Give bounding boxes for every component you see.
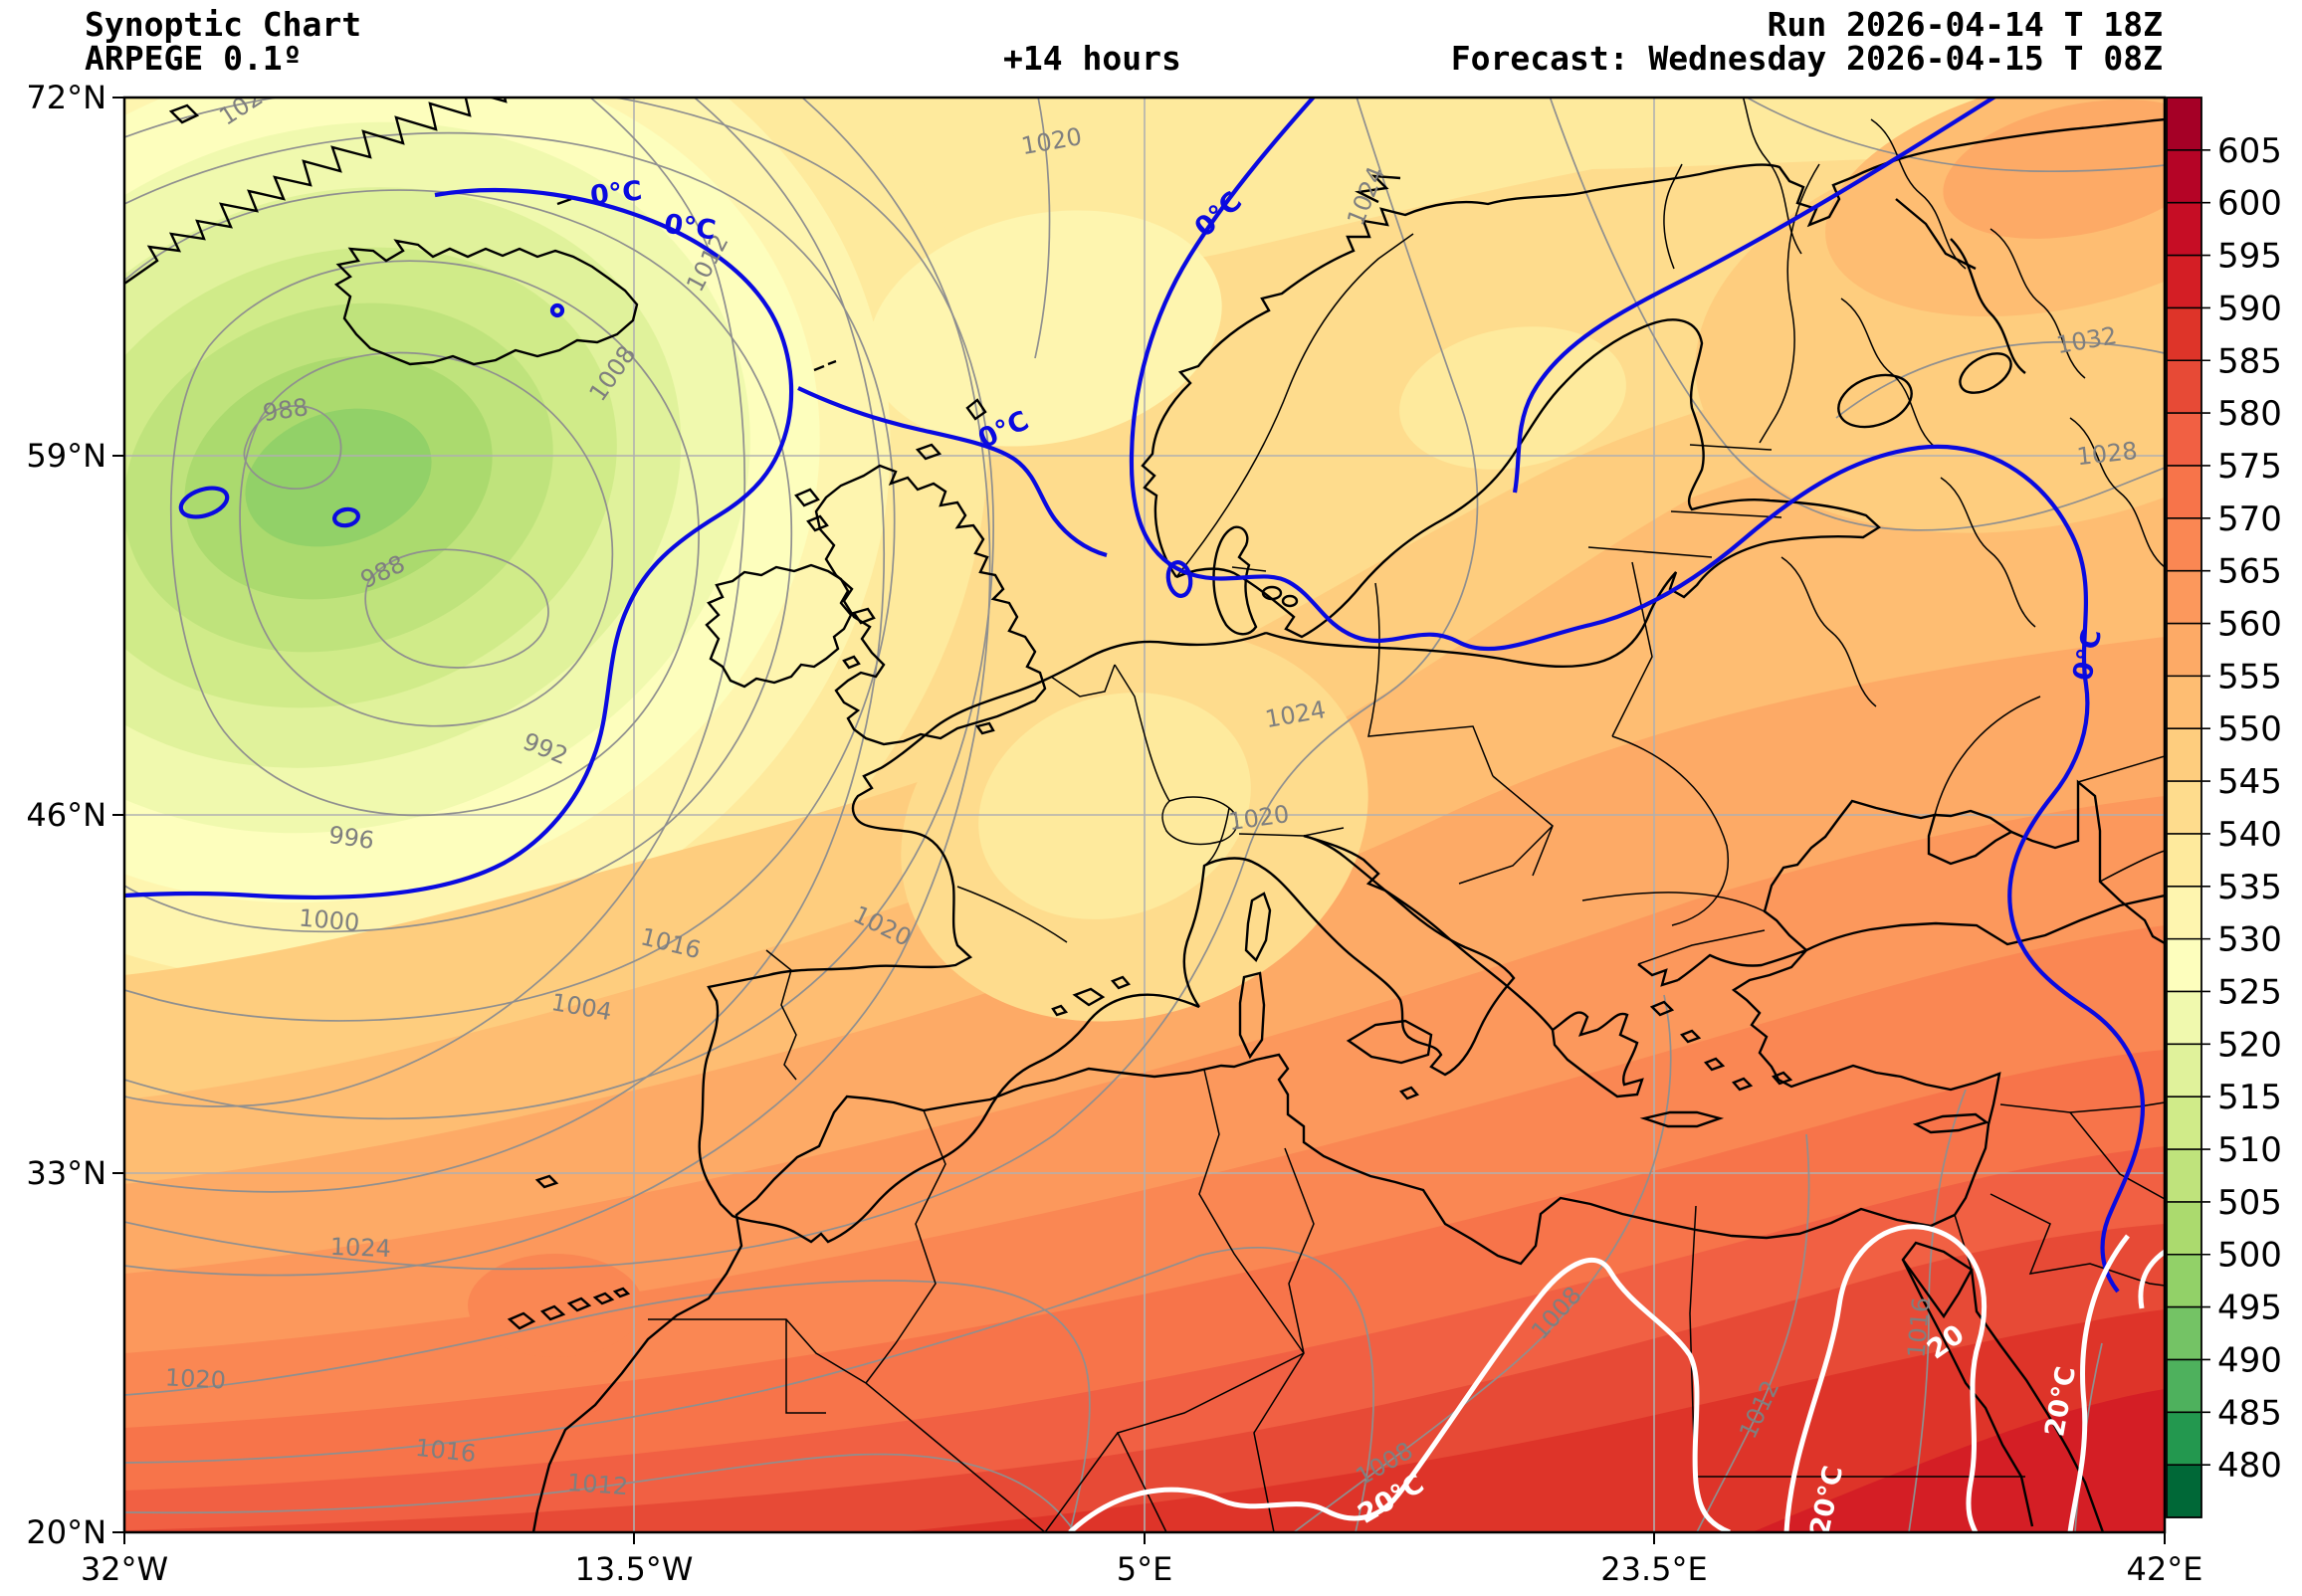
colorbar: 605 600 595 590 585 580 575 570 565 560 555 550 545 5… <box>2166 97 2282 1518</box>
colorbar-segment <box>2167 465 2201 519</box>
x-tick-label: 5°E <box>1117 1550 1173 1588</box>
colorbar-segment <box>2167 360 2201 414</box>
colorbar-tick-label: 490 <box>2217 1340 2282 1380</box>
colorbar-tick-label: 580 <box>2217 394 2282 434</box>
freezing-isotherm-label: 0°C <box>589 175 644 211</box>
colorbar-segment <box>2167 1097 2201 1150</box>
colorbar-tick-label: 555 <box>2217 657 2282 697</box>
y-tick-label: 20°N <box>26 1513 106 1551</box>
colorbar-segment <box>2167 149 2201 204</box>
colorbar-tick-label: 495 <box>2217 1289 2282 1328</box>
colorbar-segment <box>2167 676 2201 729</box>
colorbar-tick-label: 480 <box>2217 1446 2282 1486</box>
axis-ticks-and-labels: 32°W 13.5°W 5°E 23.5°E 42°E 72°N 59°N 46°N 33°N 2… <box>26 79 2202 1588</box>
colorbar-segment <box>2167 1306 2201 1361</box>
x-tick-label: 13.5°W <box>575 1550 694 1588</box>
model-subtitle: ARPEGE 0.1º <box>85 39 303 78</box>
colorbar-segment <box>2167 938 2201 993</box>
colorbar-tick-label: 515 <box>2217 1078 2282 1117</box>
y-tick-label: 33°N <box>26 1154 106 1192</box>
colorbar-segment <box>2167 255 2201 309</box>
colorbar-tick-label: 570 <box>2217 499 2282 539</box>
colorbar-tick-label: 525 <box>2217 972 2282 1012</box>
colorbar-segment <box>2167 623 2201 677</box>
colorbar-tick-label: 585 <box>2217 341 2282 381</box>
isobar-value-label: 1016 <box>414 1434 478 1468</box>
page-title: Synoptic Chart <box>85 5 362 44</box>
colorbar-segment <box>2167 517 2201 572</box>
isobar-value-label: 996 <box>326 821 375 855</box>
y-tick-label: 59°N <box>26 437 106 475</box>
colorbar-tick-label: 520 <box>2217 1025 2282 1065</box>
colorbar-tick-label: 550 <box>2217 709 2282 749</box>
colorbar-tick-label: 590 <box>2217 289 2282 328</box>
colorbar-segment <box>2167 991 2201 1045</box>
colorbar-tick-label: 505 <box>2217 1183 2282 1223</box>
colorbar-segment <box>2167 886 2201 940</box>
colorbar-segment <box>2167 1412 2201 1466</box>
isobar-value-label: 1016 <box>1902 1297 1935 1359</box>
colorbar-tick-label: 540 <box>2217 815 2282 855</box>
colorbar-tick-label: 535 <box>2217 868 2282 907</box>
colorbar-frame <box>2166 97 2202 1518</box>
freezing-isotherm <box>124 98 2146 1294</box>
isobar-value-label: 1024 <box>329 1233 391 1263</box>
colorbar-tick-label: 510 <box>2217 1130 2282 1170</box>
forecast-timestamp: Forecast: Wednesday 2026-04-15 T 08Z <box>1450 39 2163 78</box>
isobar-value-label: 988 <box>261 393 310 427</box>
colorbar-segment <box>2167 1201 2201 1256</box>
colorbar-tick-label: 530 <box>2217 920 2282 960</box>
freezing-isotherm-label: 0°C <box>662 209 718 247</box>
isobar-lines <box>124 98 2165 1532</box>
colorbar-segment <box>2167 1359 2201 1413</box>
colorbar-segment <box>2167 98 2201 151</box>
colorbar-segment <box>2167 781 2201 835</box>
warm-isotherm <box>1068 1224 2165 1532</box>
isobar-value-label: 1000 <box>298 903 360 936</box>
x-tick-label: 23.5°E <box>1600 1550 1707 1588</box>
colorbar-tick-label: 560 <box>2217 605 2282 645</box>
country-borders <box>648 98 2165 1532</box>
isobar-value-label: 1020 <box>164 1363 226 1394</box>
colorbar-tick-label: 595 <box>2217 237 2282 277</box>
run-timestamp: Run 2026-04-14 T 18Z <box>1767 5 2163 44</box>
thickness-fill-field <box>124 98 2165 1532</box>
colorbar-tick-label: 605 <box>2217 131 2282 171</box>
y-tick-label: 72°N <box>26 79 106 116</box>
colorbar-segment <box>2167 307 2201 361</box>
colorbar-segment <box>2167 413 2201 467</box>
colorbar-tick-label: 575 <box>2217 447 2282 487</box>
colorbar-segment <box>2167 833 2201 888</box>
colorbar-segment <box>2167 1254 2201 1308</box>
colorbar-segment <box>2167 728 2201 782</box>
colorbar-tick-label: 500 <box>2217 1236 2282 1276</box>
coastlines <box>124 98 2165 1532</box>
lead-time-label: +14 hours <box>1003 39 1181 78</box>
y-tick-label: 46°N <box>26 796 106 834</box>
x-tick-label: 42°E <box>2127 1550 2203 1588</box>
x-tick-label: 32°W <box>81 1550 168 1588</box>
isobar-value-label: 1028 <box>2075 437 2139 471</box>
isobar-value-label: 1012 <box>566 1469 629 1500</box>
colorbar-tick-label: 565 <box>2217 552 2282 592</box>
colorbar-tick-label: 545 <box>2217 762 2282 802</box>
colorbar-segment <box>2167 570 2201 625</box>
colorbar-segment <box>2167 202 2201 257</box>
colorbar-segment <box>2167 1149 2201 1203</box>
colorbar-tick-label: 485 <box>2217 1393 2282 1433</box>
colorbar-segment <box>2167 1465 2201 1518</box>
colorbar-tick-label: 600 <box>2217 184 2282 224</box>
colorbar-segment <box>2167 1044 2201 1097</box>
